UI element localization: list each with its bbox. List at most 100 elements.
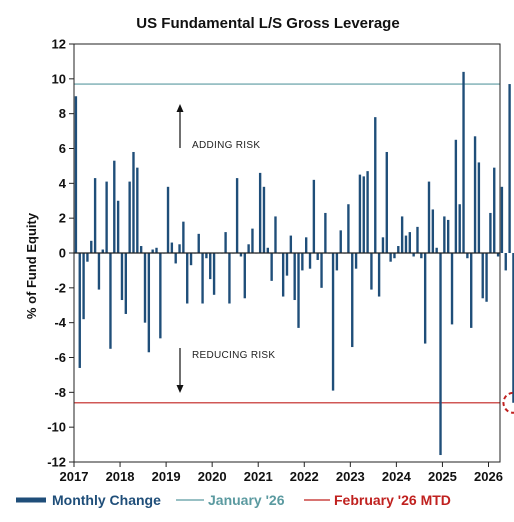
bar bbox=[101, 249, 104, 253]
bar bbox=[274, 216, 277, 253]
bar bbox=[370, 253, 373, 290]
chart-title: US Fundamental L/S Gross Leverage bbox=[136, 15, 399, 32]
bar bbox=[297, 253, 300, 328]
bar bbox=[251, 228, 254, 253]
bar bbox=[224, 232, 227, 253]
bar bbox=[293, 253, 296, 301]
bar bbox=[385, 151, 388, 253]
x-tick-label: 2021 bbox=[244, 469, 273, 484]
bar bbox=[124, 253, 128, 314]
bar bbox=[285, 253, 289, 276]
y-axis-label: % of Fund Equity bbox=[24, 212, 39, 319]
bar bbox=[82, 253, 85, 320]
bar bbox=[512, 253, 514, 403]
x-tick-label: 2018 bbox=[106, 469, 135, 484]
bar bbox=[389, 253, 392, 262]
x-tick-label: 2019 bbox=[152, 469, 181, 484]
x-tick-label: 2025 bbox=[428, 469, 457, 484]
bar bbox=[377, 253, 381, 297]
bar bbox=[381, 237, 385, 253]
bar bbox=[416, 226, 419, 253]
bar bbox=[281, 253, 285, 297]
bar bbox=[316, 253, 319, 260]
y-axis: -12 -10 -8 -6 -4 -2 0 2 4 6 8 10 12 bbox=[47, 37, 74, 470]
bar bbox=[466, 253, 469, 259]
legend-january: January '26 bbox=[208, 492, 285, 508]
bar bbox=[335, 253, 339, 271]
bar bbox=[320, 253, 323, 288]
bar bbox=[266, 247, 270, 253]
bar bbox=[393, 253, 396, 259]
bar bbox=[366, 171, 369, 253]
legend-monthly-change: Monthly Change bbox=[52, 492, 161, 508]
bar bbox=[90, 240, 93, 253]
bar bbox=[477, 162, 481, 253]
bar bbox=[362, 176, 365, 253]
bar bbox=[431, 209, 435, 253]
bar bbox=[262, 186, 266, 253]
bar bbox=[209, 253, 212, 280]
bar bbox=[420, 253, 423, 259]
bar bbox=[489, 212, 492, 253]
bar bbox=[139, 246, 143, 253]
bar bbox=[132, 151, 135, 253]
x-axis: 2017 2018 2019 2020 2021 2022 2023 2024 2025 2026 bbox=[60, 462, 503, 484]
bar bbox=[400, 216, 404, 253]
bar bbox=[374, 117, 377, 254]
february-highlight-circle bbox=[502, 391, 514, 414]
bar bbox=[397, 246, 400, 253]
bar bbox=[312, 179, 316, 253]
bar bbox=[120, 253, 124, 301]
y-tick-label: -10 bbox=[47, 420, 66, 435]
bar bbox=[228, 253, 231, 304]
bar bbox=[170, 242, 174, 253]
bar bbox=[458, 204, 461, 253]
bar bbox=[205, 253, 208, 259]
y-tick-label: -2 bbox=[54, 280, 66, 295]
y-tick-label: 2 bbox=[59, 211, 66, 226]
bar bbox=[504, 253, 507, 271]
bar bbox=[435, 247, 438, 253]
reference-lines bbox=[74, 83, 500, 404]
bar bbox=[155, 247, 158, 253]
bar bbox=[86, 253, 89, 262]
bar bbox=[178, 244, 181, 253]
bar bbox=[439, 253, 442, 456]
y-tick-label: 12 bbox=[52, 37, 66, 52]
bar bbox=[408, 232, 412, 253]
bar bbox=[136, 167, 139, 253]
bar bbox=[470, 253, 473, 328]
reducing-risk-annotation: REDUCING RISK bbox=[176, 348, 275, 393]
bar bbox=[97, 253, 101, 290]
bar bbox=[243, 253, 246, 299]
bar bbox=[473, 136, 477, 253]
bar bbox=[481, 253, 484, 299]
bar bbox=[462, 71, 465, 253]
plot-frame bbox=[73, 43, 501, 463]
bar bbox=[239, 253, 243, 257]
x-tick-label: 2024 bbox=[382, 469, 412, 484]
bar bbox=[109, 253, 112, 349]
bar bbox=[182, 221, 185, 253]
bar bbox=[301, 253, 304, 271]
bar bbox=[443, 216, 446, 253]
bar bbox=[427, 181, 431, 253]
down-arrowhead-icon bbox=[176, 385, 184, 393]
y-tick-label: 6 bbox=[59, 141, 66, 156]
reducing-risk-label: REDUCING RISK bbox=[192, 350, 275, 361]
bar bbox=[485, 253, 488, 302]
bar bbox=[423, 253, 427, 344]
x-tick-label: 2026 bbox=[474, 469, 503, 484]
bar bbox=[166, 186, 170, 253]
bar bbox=[247, 244, 250, 253]
bar bbox=[143, 253, 147, 323]
up-arrowhead-icon bbox=[176, 104, 184, 112]
bar bbox=[78, 253, 81, 368]
bar bbox=[174, 253, 177, 264]
adding-risk-label: ADDING RISK bbox=[192, 140, 260, 151]
bar bbox=[331, 253, 335, 391]
y-tick-label: 0 bbox=[59, 246, 66, 261]
bar bbox=[412, 253, 415, 257]
bar bbox=[308, 253, 312, 269]
bar bbox=[105, 181, 108, 253]
